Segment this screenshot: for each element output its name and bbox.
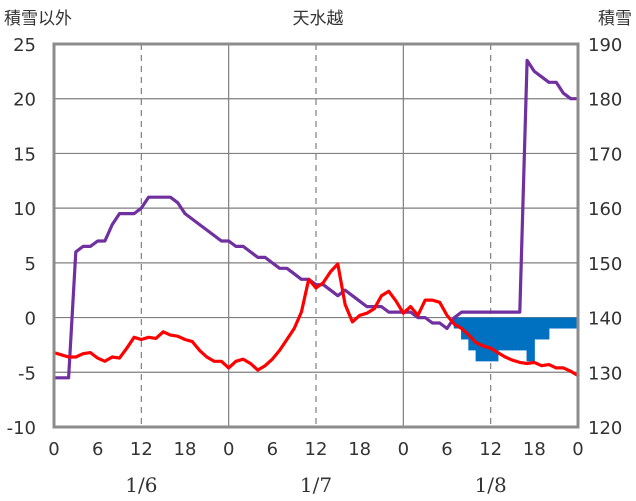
day-label: 1/8 bbox=[475, 473, 507, 497]
snowfall-bar bbox=[475, 317, 484, 362]
x-tick-label: 6 bbox=[441, 439, 452, 460]
x-tick-label: 0 bbox=[572, 439, 583, 460]
day-label: 1/6 bbox=[125, 473, 157, 497]
snowfall-bar bbox=[519, 317, 528, 351]
x-tick-label: 6 bbox=[267, 439, 278, 460]
right-axis-label: 積雪 bbox=[598, 9, 632, 29]
left-axis-line bbox=[52, 262, 580, 378]
left-tick-label: 15 bbox=[13, 144, 36, 165]
left-tick-label: -5 bbox=[18, 363, 36, 384]
left-tick-label: 25 bbox=[13, 35, 36, 56]
left-tick-label: 5 bbox=[25, 254, 36, 275]
day-label: 1/7 bbox=[300, 473, 332, 497]
series-lines bbox=[52, 58, 580, 380]
left-axis-ticks: 25 20 15 10 5 0 -5 -10 bbox=[7, 35, 36, 439]
x-tick-label: 0 bbox=[223, 439, 234, 460]
plot-frame bbox=[52, 42, 580, 429]
right-tick-label: 190 bbox=[588, 35, 622, 56]
snowfall-bar bbox=[468, 317, 477, 351]
left-tick-label: -10 bbox=[7, 418, 36, 439]
x-tick-label: 18 bbox=[174, 439, 197, 460]
x-tick-label: 12 bbox=[130, 439, 153, 460]
snowfall-bar bbox=[526, 317, 535, 362]
right-tick-label: 150 bbox=[588, 254, 622, 275]
x-axis-day-labels: 1/6 1/7 1/8 bbox=[125, 473, 507, 497]
snowfall-bar bbox=[533, 317, 543, 340]
grid bbox=[54, 44, 578, 427]
right-tick-label: 180 bbox=[588, 90, 622, 111]
snowfall-bar bbox=[548, 317, 557, 329]
right-tick-label: 140 bbox=[588, 309, 622, 330]
x-axis-ticks: 0 6 12 18 0 6 12 18 0 6 12 18 0 bbox=[48, 439, 583, 460]
snowfall-bar bbox=[490, 317, 499, 362]
x-tick-label: 0 bbox=[48, 439, 59, 460]
chart-title: 天水越 bbox=[293, 9, 344, 29]
snow-depth-line bbox=[52, 58, 580, 380]
right-tick-label: 120 bbox=[588, 418, 622, 439]
snowfall-bar bbox=[497, 317, 506, 351]
right-tick-label: 160 bbox=[588, 199, 622, 220]
snowfall-bar bbox=[562, 317, 572, 329]
snowfall-bar bbox=[482, 317, 492, 362]
x-tick-label: 0 bbox=[398, 439, 409, 460]
snowfall-bars bbox=[453, 317, 579, 362]
x-tick-label: 12 bbox=[305, 439, 328, 460]
snowfall-bar bbox=[570, 317, 579, 329]
snowfall-bar bbox=[453, 317, 463, 329]
snowfall-bar bbox=[504, 317, 513, 351]
left-tick-label: 10 bbox=[13, 199, 36, 220]
snowfall-bar bbox=[541, 317, 550, 340]
x-tick-label: 12 bbox=[479, 439, 502, 460]
right-tick-label: 170 bbox=[588, 144, 622, 165]
x-tick-label: 18 bbox=[348, 439, 371, 460]
left-tick-label: 0 bbox=[25, 309, 36, 330]
x-tick-label: 6 bbox=[92, 439, 103, 460]
x-tick-label: 18 bbox=[523, 439, 546, 460]
snowfall-bar bbox=[461, 317, 470, 340]
right-tick-label: 130 bbox=[588, 363, 622, 384]
snowfall-bar bbox=[512, 317, 521, 351]
right-axis-ticks: 190 180 170 160 150 140 130 120 bbox=[588, 35, 622, 439]
snowfall-bar bbox=[555, 317, 564, 329]
left-axis-label: 積雪以外 bbox=[4, 9, 72, 29]
left-tick-label: 20 bbox=[13, 90, 36, 111]
